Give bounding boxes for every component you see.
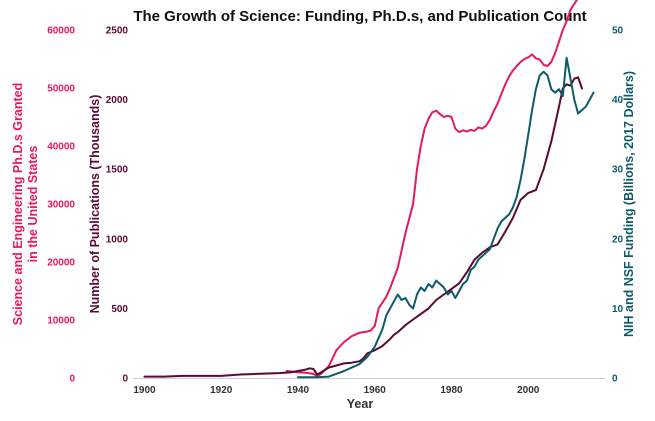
x-tick-label: 1980 (440, 385, 463, 396)
funding-series-line (297, 56, 595, 379)
left-inner-tick-label: 2000 (106, 95, 129, 106)
tick-labels: 1900 1920 1940 1960 1980 20000100002000030000… (47, 26, 623, 397)
x-tick-label: 1960 (364, 385, 387, 396)
x-tick-label: 1940 (287, 385, 310, 396)
right-tick-label: 30 (612, 165, 624, 176)
publications-series-line (143, 76, 583, 378)
right-tick-label: 10 (612, 304, 624, 315)
left-outer-tick-label: 30000 (47, 200, 75, 211)
left-outer-tick-label: 20000 (47, 258, 75, 269)
x-axis-label: Year (347, 397, 374, 411)
left-inner-axis-label: Number of Publications (Thousands) (88, 95, 102, 314)
x-tick-label: 1920 (210, 385, 233, 396)
x-tick-label: 2000 (517, 385, 540, 396)
left-inner-tick-label: 500 (111, 304, 128, 315)
x-tick-label: 1900 (133, 385, 156, 396)
left-inner-tick-label: 1500 (106, 165, 129, 176)
phds-series-line (285, 0, 579, 378)
right-tick-label: 0 (612, 374, 618, 385)
right-tick-label: 50 (612, 26, 624, 37)
chart-title: The Growth of Science: Funding, Ph.D.s, … (133, 8, 586, 25)
left-outer-tick-label: 50000 (47, 84, 75, 95)
left-outer-axis-label-line: Science and Engineering Ph.D.s Granted (11, 83, 25, 325)
left-outer-tick-label: 0 (69, 374, 75, 385)
right-tick-label: 40 (612, 95, 624, 106)
left-outer-axis-label: Science and Engineering Ph.D.s Grantedin… (11, 83, 40, 325)
series-layer (143, 0, 595, 379)
left-inner-tick-label: 1000 (106, 234, 129, 245)
left-outer-tick-label: 40000 (47, 142, 75, 153)
left-outer-tick-label: 60000 (47, 26, 75, 37)
left-inner-tick-label: 2500 (106, 26, 129, 37)
right-tick-label: 20 (612, 234, 624, 245)
left-outer-tick-label: 10000 (47, 316, 75, 327)
right-axis-label: NIH and NSF Funding (Billions, 2017 Doll… (622, 71, 636, 337)
left-inner-tick-label: 0 (122, 374, 128, 385)
left-outer-axis-label-line: in the United States (26, 146, 40, 263)
